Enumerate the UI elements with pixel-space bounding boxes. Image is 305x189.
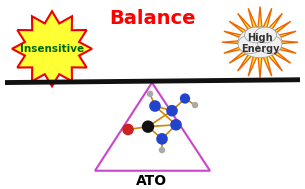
Point xyxy=(170,109,174,112)
Ellipse shape xyxy=(238,35,262,53)
Ellipse shape xyxy=(238,27,282,58)
Ellipse shape xyxy=(258,35,282,53)
Text: Balance: Balance xyxy=(109,9,196,28)
Point xyxy=(126,128,131,131)
Text: Energy: Energy xyxy=(241,44,279,54)
Polygon shape xyxy=(12,11,92,86)
Point xyxy=(148,92,152,95)
Point xyxy=(152,105,157,108)
Point xyxy=(174,123,178,126)
Point xyxy=(183,97,188,100)
Text: ATO: ATO xyxy=(136,174,167,188)
Ellipse shape xyxy=(254,27,277,43)
Point xyxy=(192,104,197,107)
Text: High: High xyxy=(247,33,273,43)
Point xyxy=(160,137,164,140)
Text: Insensitive: Insensitive xyxy=(20,44,84,54)
Polygon shape xyxy=(222,7,298,78)
Point xyxy=(145,125,150,128)
Ellipse shape xyxy=(245,27,267,43)
Point xyxy=(160,149,164,152)
